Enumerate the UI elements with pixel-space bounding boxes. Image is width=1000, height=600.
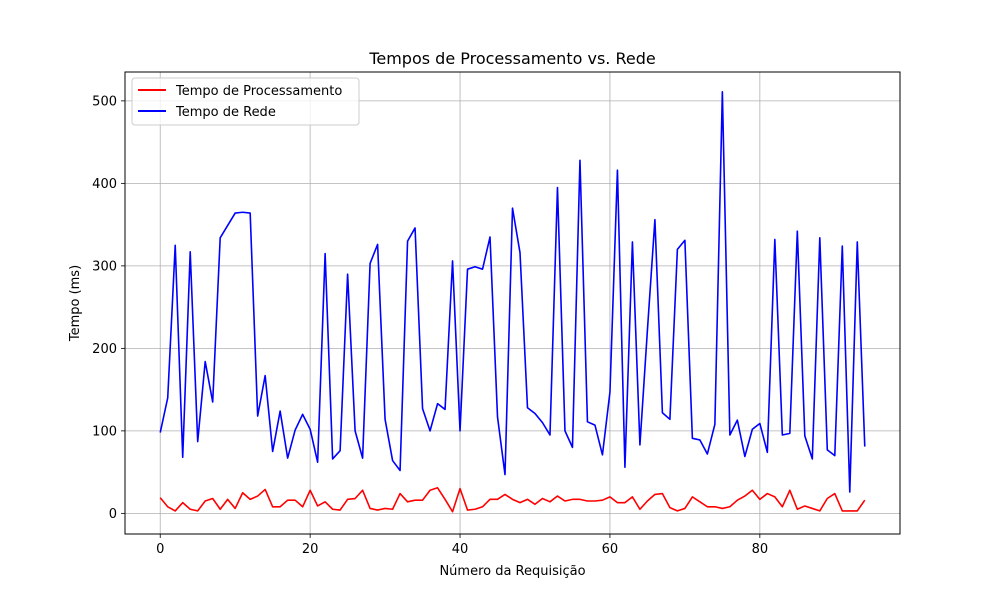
y-tick-label: 500 [92, 94, 117, 109]
y-axis-label: Tempo (ms) [68, 265, 83, 342]
x-tick-label: 0 [156, 542, 164, 557]
y-tick-label: 400 [92, 177, 117, 192]
y-axis: 0 100 200 300 400 500 [92, 94, 125, 522]
series-group [159, 91, 866, 513]
x-axis: 0 20 40 60 80 [156, 534, 768, 557]
x-tick-label: 80 [752, 542, 769, 557]
grid [125, 72, 900, 534]
legend-label-rede: Tempo de Rede [175, 105, 276, 120]
y-tick-label: 200 [92, 342, 117, 357]
y-tick-label: 0 [109, 507, 117, 522]
x-tick-label: 40 [452, 542, 469, 557]
series-line-1 [159, 91, 866, 493]
y-tick-label: 300 [92, 259, 117, 274]
series-line-0 [159, 486, 866, 513]
legend: Tempo de Processamento Tempo de Rede [131, 77, 360, 126]
chart-title: Tempos de Processamento vs. Rede [368, 49, 655, 68]
legend-label-processamento: Tempo de Processamento [175, 84, 342, 99]
y-tick-label: 100 [92, 424, 117, 439]
x-axis-label: Número da Requisição [439, 564, 585, 579]
x-tick-label: 20 [302, 542, 319, 557]
legend-box [131, 77, 360, 126]
plot-frame [124, 71, 901, 535]
x-tick-label: 60 [602, 542, 619, 557]
